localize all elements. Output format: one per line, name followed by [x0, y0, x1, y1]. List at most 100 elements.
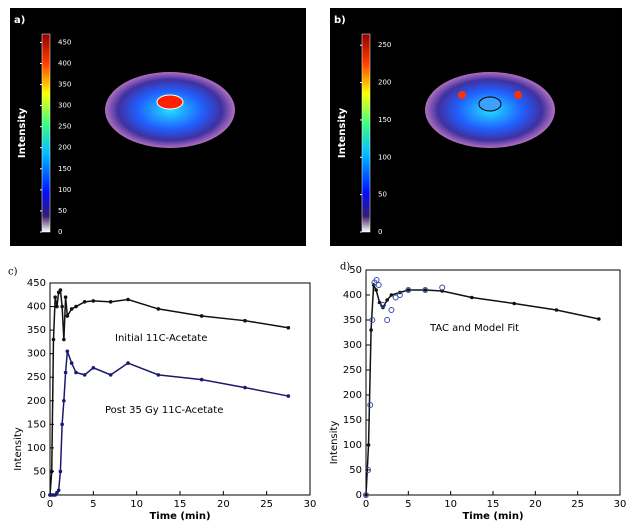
colorbar-tick-label: 50	[378, 191, 387, 199]
data-point	[51, 337, 56, 342]
x-axis-label: Time (min)	[149, 511, 210, 522]
data-point	[439, 284, 446, 291]
y-tick-label: 50	[33, 466, 46, 477]
y-tick-label: 100	[343, 440, 362, 451]
data-point	[374, 288, 378, 292]
colorbar: 0 50 100 150 200 250	[360, 33, 391, 236]
data-point	[126, 361, 130, 365]
y-tick-label: 0	[40, 490, 46, 501]
colorbar-label: Intensity	[17, 107, 28, 158]
y-tick-label: 150	[343, 415, 362, 426]
x-tick-label: 10	[130, 499, 143, 510]
colorbar-tick-label: 250	[378, 41, 391, 49]
data-point	[62, 398, 66, 403]
colorbar-tick-label: 150	[58, 165, 71, 173]
series-line	[365, 282, 599, 496]
y-tick-label: 0	[356, 490, 362, 501]
data-point	[69, 361, 74, 365]
x-tick-label: 20	[217, 499, 230, 510]
data-point	[243, 385, 247, 390]
annotation: Initial 11C-Acetate	[115, 333, 207, 344]
x-axis-label: Time (min)	[462, 511, 523, 522]
data-point	[62, 337, 66, 342]
colorbar-label: Intensity	[337, 107, 348, 158]
data-point	[53, 295, 57, 299]
data-point	[243, 318, 247, 323]
y-tick-label: 250	[343, 365, 362, 376]
roi	[478, 96, 502, 112]
y-tick-label: 350	[343, 315, 362, 326]
x-tick-label: 20	[529, 499, 542, 510]
colorbar-tick-label: 450	[58, 38, 71, 46]
panel-label: b)	[334, 15, 346, 26]
data-point	[379, 302, 386, 308]
y-axis-label: Intensity	[329, 421, 340, 465]
colorbar-tick-label: 150	[378, 116, 391, 124]
colorbar-tick-label: 350	[58, 81, 71, 89]
colorbar-tick-label: 100	[378, 153, 391, 161]
data-point	[365, 467, 372, 473]
data-point	[405, 287, 412, 293]
data-point	[63, 295, 68, 299]
x-tick-label: 25	[571, 499, 584, 510]
x-tick-label: 30	[304, 499, 317, 510]
data-point	[82, 373, 87, 377]
y-tick-label: 200	[27, 396, 46, 407]
data-point	[422, 287, 429, 293]
colorbar: 0 50 100 150 200 250 300 350 400 450	[40, 33, 71, 236]
panel-label: c)	[8, 267, 18, 278]
x-tick-label: 0	[363, 499, 369, 510]
y-tick-label: 200	[343, 390, 362, 401]
data-point	[375, 282, 382, 288]
data-point	[369, 328, 373, 332]
data-point	[74, 304, 78, 309]
data-point	[364, 493, 368, 497]
series-line	[50, 351, 289, 496]
colorbar-tick-label: 200	[378, 79, 391, 87]
colorbar-tick-label: 50	[58, 207, 67, 215]
y-tick-label: 50	[349, 265, 362, 276]
hotspot	[458, 91, 466, 99]
y-axis-label: Intensity	[13, 427, 24, 471]
data-point	[363, 492, 369, 498]
panel-label: a)	[14, 15, 25, 26]
data-point	[388, 307, 395, 313]
colorbar-tick-label: 0	[378, 228, 382, 236]
annotation: TAC and Model Fit	[429, 323, 519, 334]
data-point	[60, 422, 64, 427]
data-point	[82, 300, 87, 304]
y-tick-label: 100	[27, 443, 46, 454]
y-tick-label: 300	[27, 349, 46, 360]
data-point	[156, 373, 161, 377]
annotation: Post 35 Gy 11C-Acetate	[105, 405, 223, 416]
x-tick-label: 30	[614, 499, 627, 510]
x-tick-label: 5	[90, 499, 96, 510]
scan-a	[105, 72, 235, 148]
hotspot	[156, 94, 184, 110]
data-point	[63, 370, 68, 375]
data-point	[74, 370, 78, 375]
data-point	[423, 288, 428, 292]
data-point	[470, 295, 474, 300]
data-point	[384, 317, 391, 323]
colorbar-bar	[361, 33, 371, 233]
colorbar-tick-label: 100	[58, 186, 71, 194]
data-point	[91, 299, 96, 303]
data-point	[108, 300, 113, 304]
data-point	[60, 304, 64, 309]
x-tick-label: 25	[260, 499, 273, 510]
data-point	[406, 288, 411, 292]
data-point	[156, 307, 161, 311]
y-tick-label: 150	[27, 419, 46, 430]
colorbar-tick-label: 300	[58, 102, 71, 110]
hotspot	[514, 91, 522, 99]
y-tick-label: 400	[27, 302, 46, 313]
y-tick-label: 350	[27, 325, 46, 336]
series-line	[49, 288, 289, 496]
data-point	[58, 469, 63, 474]
data-point	[126, 297, 130, 302]
y-tick-label: 250	[27, 372, 46, 383]
data-point	[369, 317, 376, 323]
colorbar-tick-label: 400	[58, 59, 71, 67]
